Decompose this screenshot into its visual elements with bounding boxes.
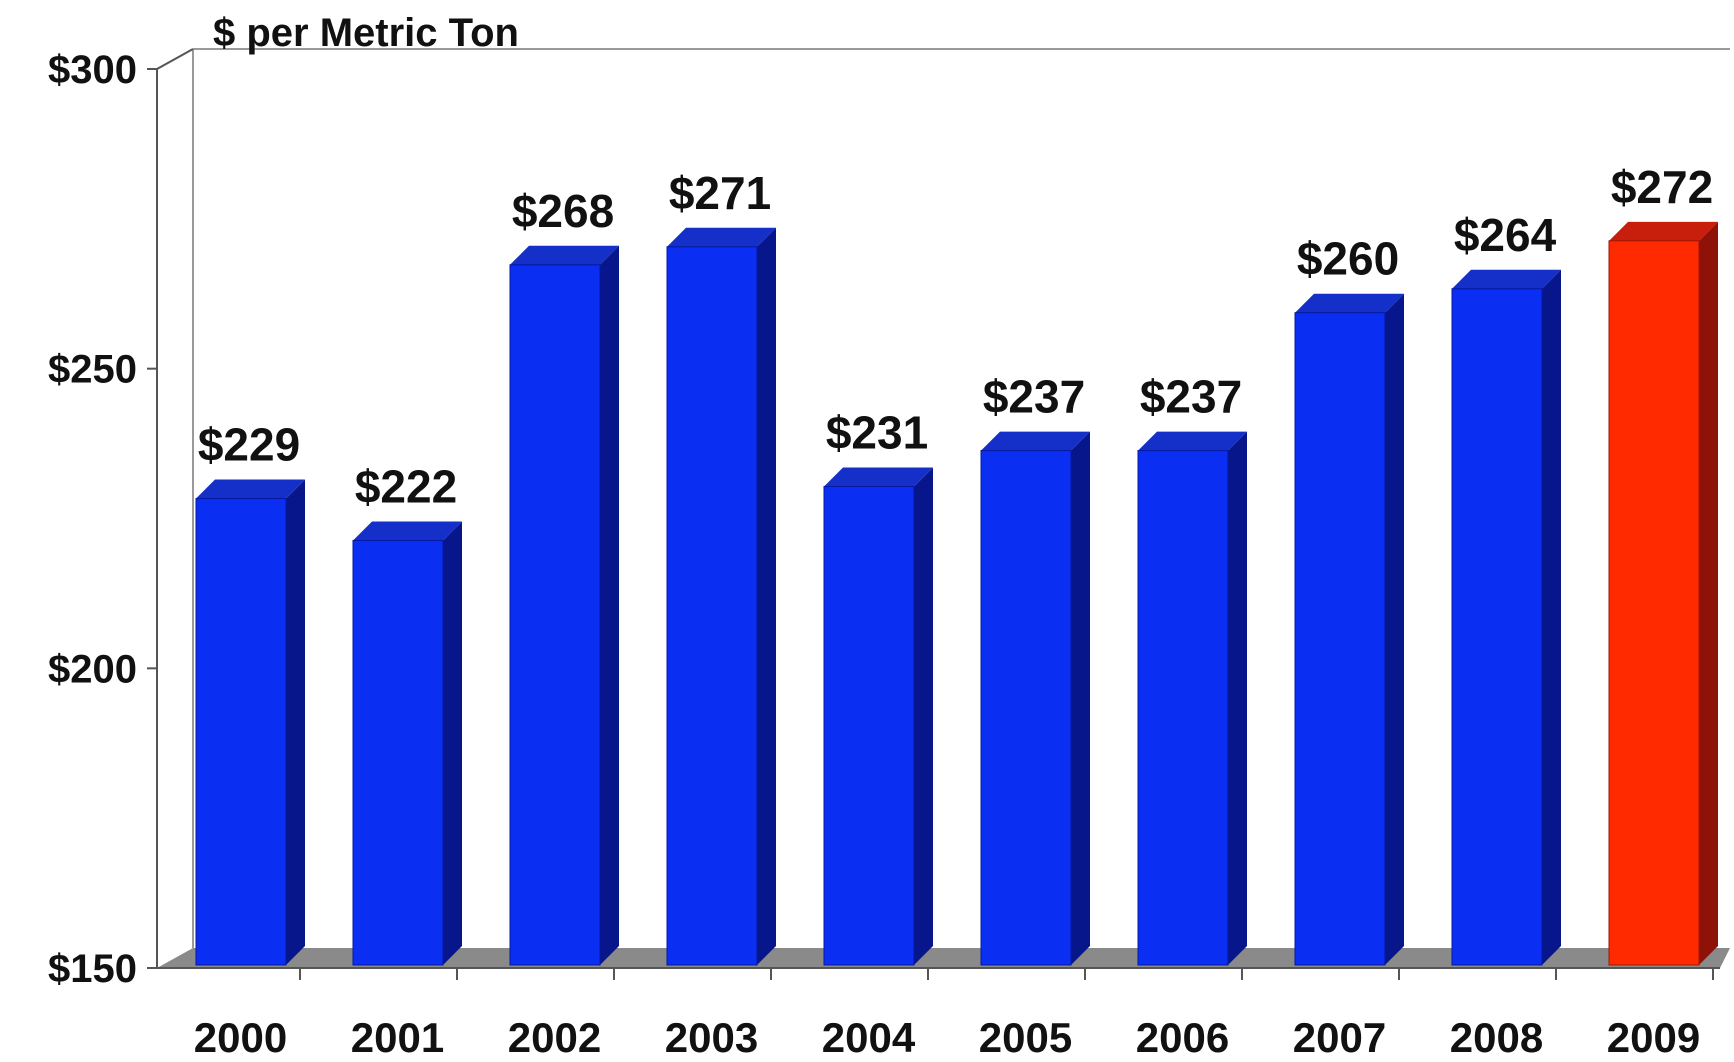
y-tick-label: $250 [48, 348, 137, 392]
bar-top-face [981, 431, 1090, 451]
bar-front-face [352, 539, 444, 966]
bar-side-face [1385, 293, 1404, 965]
bar-top-face [353, 521, 462, 541]
y-axis-unit-label: $ per Metric Ton [213, 11, 519, 55]
bar-top-face [196, 479, 305, 499]
bar-side-face [914, 467, 933, 965]
data-label-2000: $229 [198, 419, 300, 471]
bar-top-face [1295, 293, 1404, 313]
data-label-2005: $237 [983, 371, 1085, 423]
bar-front-face [1137, 450, 1229, 966]
x-tick-label-2001: 2001 [351, 1014, 444, 1061]
bar-2004 [823, 467, 933, 966]
bar-side-face [286, 479, 305, 965]
data-label-2004: $231 [826, 407, 928, 459]
bar-top-face [1609, 221, 1718, 241]
data-label-2009: $272 [1611, 161, 1713, 213]
bar-side-face [600, 245, 619, 965]
bar-side-face [443, 521, 462, 965]
data-label-2001: $222 [355, 460, 457, 512]
bar-front-face [195, 498, 287, 966]
bar-front-face [1294, 312, 1386, 966]
x-axis-ticks: 2000 2001 2002 2003 2004 2005 2006 2007 2008 2009 [194, 968, 1714, 1061]
data-label-2006: $237 [1140, 371, 1242, 423]
bar-front-face [823, 486, 915, 966]
x-tick-label-2003: 2003 [665, 1014, 758, 1061]
bar-front-face [1451, 288, 1543, 966]
x-tick-label-2004: 2004 [822, 1014, 916, 1061]
bar-top-face [510, 245, 619, 265]
bar-front-face [980, 450, 1072, 966]
bar-side-face [1542, 269, 1561, 965]
bar-2008 [1451, 269, 1561, 966]
bar-side-face [1699, 221, 1718, 965]
data-label-2008: $264 [1454, 209, 1557, 261]
bar-2006 [1137, 431, 1247, 966]
y-axis-ticks: $150 $200 $250 $300 [48, 48, 157, 991]
bar-2001 [352, 521, 462, 966]
bar-top-face [824, 467, 933, 487]
bar-side-face [757, 227, 776, 966]
x-tick-label-2006: 2006 [1136, 1014, 1229, 1061]
bar-2003 [666, 227, 776, 966]
side-wall-top-edge [156, 48, 194, 70]
y-tick-label: $200 [48, 647, 137, 691]
data-label-2002: $268 [512, 185, 614, 237]
x-tick-label-2005: 2005 [979, 1014, 1072, 1061]
bar-top-face [1138, 431, 1247, 451]
bar-2002 [509, 245, 619, 966]
data-label-2007: $260 [1297, 233, 1399, 285]
bar-2000 [195, 479, 305, 966]
bar-side-face [1071, 431, 1090, 966]
bar-front-face [666, 246, 758, 966]
bar-front-face [509, 264, 601, 966]
data-label-2003: $271 [669, 167, 771, 219]
y-tick-label: $150 [48, 947, 137, 991]
bar-2009 [1608, 221, 1718, 966]
x-tick-label-2009: 2009 [1607, 1014, 1700, 1061]
bar-front-face [1608, 240, 1700, 966]
x-tick-label-2002: 2002 [508, 1014, 601, 1061]
data-labels: $229 $222 $268 $271 $231 $237 $237 $260 $264 $272 [198, 161, 1713, 513]
bar-top-face [667, 227, 776, 247]
bar-2005 [980, 431, 1090, 966]
x-tick-label-2008: 2008 [1450, 1014, 1543, 1061]
x-tick-label-2007: 2007 [1293, 1014, 1386, 1061]
bar-side-face [1228, 431, 1247, 966]
bar-2007 [1294, 293, 1404, 966]
y-tick-label: $300 [48, 48, 137, 92]
bar-top-face [1452, 269, 1561, 289]
bar-series [195, 221, 1718, 966]
x-tick-label-2000: 2000 [194, 1014, 287, 1061]
